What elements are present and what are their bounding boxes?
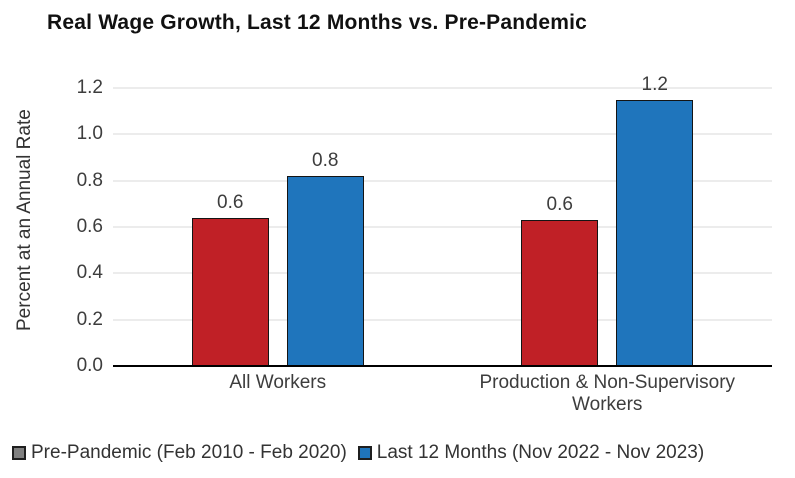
bar: 1.2 xyxy=(616,74,694,366)
y-tick-label: 0.8 xyxy=(76,169,103,191)
y-axis-title: Percent at an Annual Rate xyxy=(14,109,35,331)
bar: 0.6 xyxy=(191,192,269,366)
gridline xyxy=(113,180,772,182)
gridline xyxy=(113,319,772,321)
legend-item: Pre-Pandemic (Feb 2010 - Feb 2020) xyxy=(12,442,347,464)
legend-swatch xyxy=(357,446,372,460)
bar-group: 0.6 1.2 xyxy=(443,74,773,366)
x-category-label-text: All Workers xyxy=(229,372,327,393)
y-tick-label: 0.6 xyxy=(76,215,103,237)
gridline xyxy=(113,272,772,274)
x-axis-line xyxy=(113,365,772,367)
chart-title: Real Wage Growth, Last 12 Months vs. Pre… xyxy=(47,11,587,34)
y-tick-label: 0.2 xyxy=(76,308,103,330)
bar: 0.8 xyxy=(286,150,364,366)
x-axis-labels: All Workers Production & Non-Supervisory … xyxy=(113,372,772,416)
legend-item: Last 12 Months (Nov 2022 - Nov 2023) xyxy=(357,442,705,464)
bar-value-label: 0.6 xyxy=(546,194,573,215)
x-category-label: Production & Non-Supervisory Workers xyxy=(443,372,773,416)
y-tick-label: 1.0 xyxy=(76,123,103,145)
y-tick-label: 0.4 xyxy=(76,262,103,284)
bar-value-label: 0.8 xyxy=(312,149,339,171)
legend-swatch xyxy=(12,446,26,460)
bar-groups: 0.6 0.8 0.6 1.2 xyxy=(113,74,772,366)
y-tick-labels: 0.0 0.2 0.4 0.6 0.8 1.0 1.2 xyxy=(50,74,103,376)
gridline xyxy=(113,226,772,228)
legend-label: Pre-Pandemic (Feb 2010 - Feb 2020) xyxy=(31,442,347,463)
bar-value-label: 0.6 xyxy=(217,191,244,213)
legend-label: Last 12 Months (Nov 2022 - Nov 2023) xyxy=(376,442,705,463)
y-tick-label: 0.0 xyxy=(76,355,103,376)
y-tick-label: 1.2 xyxy=(76,76,103,98)
gridline xyxy=(113,87,772,89)
legend: Pre-Pandemic (Feb 2010 - Feb 2020) Last 1… xyxy=(12,442,704,464)
bar: 0.6 xyxy=(521,194,599,366)
bar-value-label: 1.2 xyxy=(641,73,668,95)
x-category-label-text: Production & Non-Supervisory Workers xyxy=(479,372,736,416)
plot-area: 0.6 0.8 0.6 1.2 xyxy=(113,74,772,367)
x-category-label: All Workers xyxy=(113,372,443,416)
bar-group: 0.6 0.8 xyxy=(113,74,443,366)
gridline xyxy=(113,133,772,135)
